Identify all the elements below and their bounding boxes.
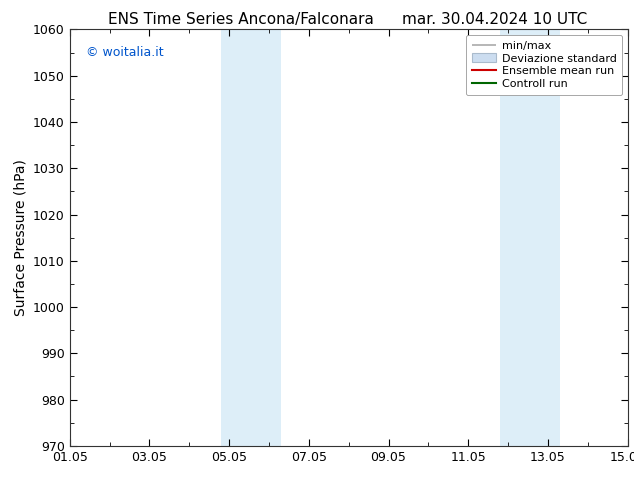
Y-axis label: Surface Pressure (hPa): Surface Pressure (hPa) (13, 159, 27, 316)
Bar (221, 29, 281, 446)
Text: © woitalia.it: © woitalia.it (86, 46, 164, 59)
Text: mar. 30.04.2024 10 UTC: mar. 30.04.2024 10 UTC (402, 12, 587, 27)
Bar (500, 29, 560, 446)
Legend: min/max, Deviazione standard, Ensemble mean run, Controll run: min/max, Deviazione standard, Ensemble m… (466, 35, 622, 95)
Text: ENS Time Series Ancona/Falconara: ENS Time Series Ancona/Falconara (108, 12, 374, 27)
